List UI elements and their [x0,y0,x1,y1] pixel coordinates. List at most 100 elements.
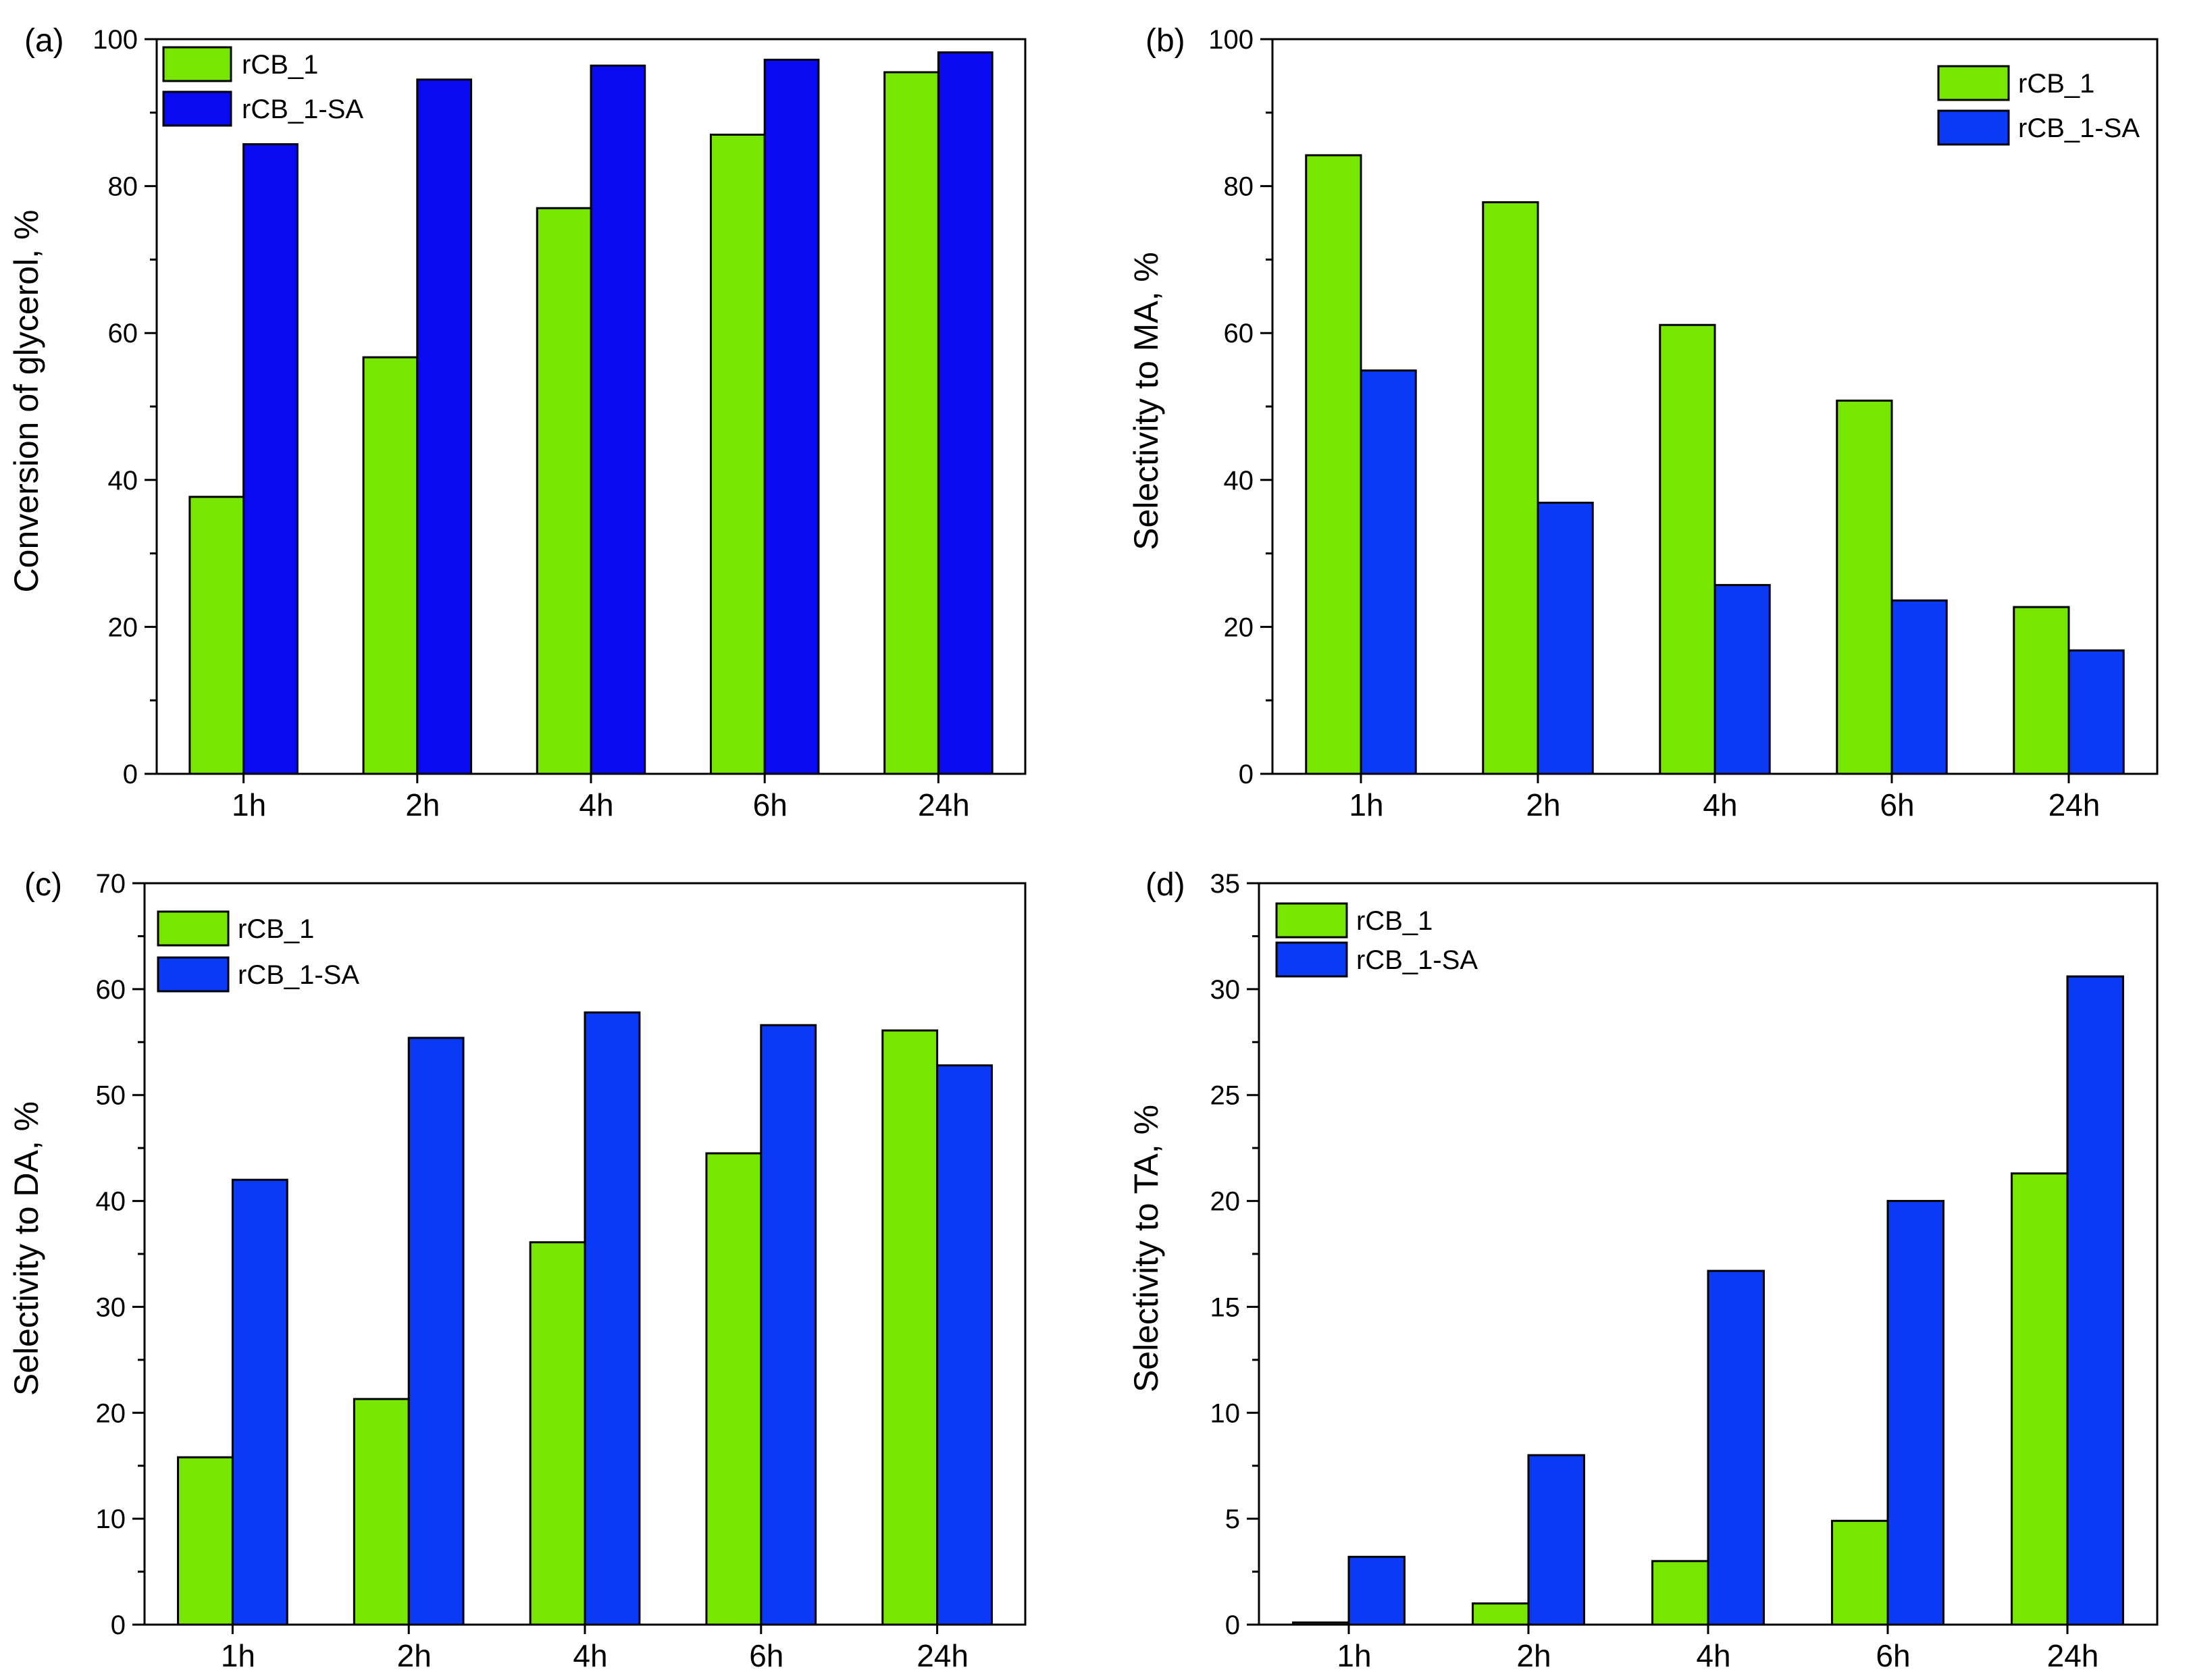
bar-rcb-1-1h [177,1456,234,1626]
legend-swatch [157,910,230,947]
y-tick-label: 20 [1224,612,1254,642]
bar-rcb-1-24h [883,71,939,775]
bar-rcb-1-1h [1305,154,1362,775]
plot-frame [155,38,1027,775]
bar-rcb-1-sa-4h [1713,583,1771,775]
bar-rcb-1-sa-1h [231,1178,288,1626]
legend-swatch [162,46,232,82]
x-category-label: 2h [1526,787,1560,822]
plot-frame [1258,882,2159,1626]
panel-label: (b) [1145,23,1185,59]
y-tick-label: 35 [1210,869,1241,899]
panel-label: (c) [24,867,62,903]
legend-label: rCB_1-SA [238,960,359,990]
y-tick-label: 80 [1224,172,1254,202]
y-tick-label: 0 [1239,760,1254,789]
legend-swatch [1937,109,2010,146]
y-tick-label: 40 [1224,466,1254,496]
bar-rcb-1-24h [2011,1172,2069,1626]
y-tick-label: 60 [108,319,138,348]
x-category-label: 4h [1696,1638,1730,1673]
plot-frame [143,882,1027,1626]
y-axis-title: Conversion of glycerol, % [7,210,45,593]
y-tick-label: 0 [111,1610,126,1640]
panel-label: (d) [1145,867,1185,903]
x-category-label: 2h [1516,1638,1551,1673]
y-tick-label: 20 [108,612,138,642]
bar-rcb-1-sa-1h [1360,369,1417,775]
bar-rcb-1-2h [1482,201,1539,775]
panel-label: (a) [24,23,64,59]
y-tick-label: 20 [1210,1187,1241,1217]
bar-rcb-1-2h [362,356,419,775]
y-tick-label: 50 [96,1081,126,1111]
x-category-label: 2h [405,787,440,822]
x-category-label: 24h [2047,1638,2099,1673]
legend-swatch [157,956,230,993]
y-tick-label: 60 [96,975,126,1005]
bar-rcb-1-sa-1h [242,143,299,775]
y-tick-label: 40 [108,466,138,496]
x-category-label: 1h [232,787,266,822]
bar-rcb-1-4h [1651,1560,1709,1626]
y-axis-title: Selectivity to MA, % [1127,252,1165,550]
legend-label: rCB_1 [2018,69,2094,99]
bar-rcb-1-sa-6h [1886,1200,1944,1626]
x-category-label: 1h [1349,787,1383,822]
y-tick-label: 10 [96,1504,126,1534]
bar-rcb-1-sa-6h [760,1024,817,1626]
chart-panel-d: 0 5 10 15 20 25 30 35 1h 2h 4h 6h 24h (d) Selectivity … [1127,867,2159,1673]
chart-panel-c: 0 10 20 30 40 50 60 70 1h 2h 4h 6h 24h (c) Selectivity… [7,867,1027,1673]
legend-label: rCB_1-SA [2018,113,2140,143]
y-tick-label: 15 [1210,1292,1241,1322]
bar-rcb-1-sa-2h [407,1036,465,1626]
legend-swatch [1275,902,1348,939]
bar-rcb-1-4h [536,207,592,775]
plot-frame [1271,38,2159,775]
y-tick-label: 0 [123,760,138,789]
legend-label: rCB_1-SA [1356,945,1478,975]
bar-rcb-1-6h [1831,1519,1889,1626]
bar-rcb-1-sa-2h [416,78,473,775]
legend-label: rCB_1 [238,914,314,944]
bar-rcb-1-4h [1659,323,1716,775]
legend-swatch [1937,65,2010,101]
bar-rcb-1-sa-4h [1707,1269,1765,1626]
legend-label: rCB_1 [1356,906,1433,936]
legend-swatch [1275,941,1348,978]
x-category-label: 6h [1880,787,1914,822]
legend-label: rCB_1 [242,50,318,80]
bar-rcb-1-sa-1h [1347,1556,1406,1626]
bar-rcb-1-sa-6h [1890,599,1948,775]
bar-rcb-1-sa-24h [937,51,994,775]
bar-rcb-1-4h [529,1241,586,1626]
y-tick-label: 60 [1224,319,1254,348]
x-category-label: 24h [918,787,970,822]
bar-rcb-1-6h [709,133,766,775]
bar-rcb-1-sa-24h [2066,975,2124,1626]
bar-rcb-1-sa-4h [584,1011,641,1626]
y-tick-label: 70 [96,869,126,899]
legend-label: rCB_1-SA [242,95,363,124]
bar-rcb-1-sa-24h [2067,649,2125,775]
bar-rcb-1-2h [353,1398,410,1626]
x-category-label: 4h [1703,787,1737,822]
x-category-label: 4h [573,1638,607,1673]
bar-rcb-1-6h [705,1152,763,1626]
bar-rcb-1-1h [188,496,245,775]
x-category-label: 2h [397,1638,432,1673]
x-category-label: 24h [2048,787,2100,822]
x-category-label: 4h [579,787,613,822]
x-category-label: 24h [917,1638,969,1673]
x-category-label: 6h [749,1638,783,1673]
bar-rcb-1-6h [1836,399,1893,775]
y-tick-label: 25 [1210,1081,1241,1111]
y-tick-label: 40 [96,1187,126,1217]
x-category-label: 1h [1337,1638,1371,1673]
chart-panel-b: 0 20 40 60 80 100 1h 2h 4h 6h 24h (b) Selectivity to… [1127,23,2159,822]
x-category-label: 6h [753,787,788,822]
x-category-label: 6h [1876,1638,1910,1673]
bar-rcb-1-sa-4h [590,64,646,775]
y-tick-label: 30 [1210,975,1241,1005]
bar-rcb-1-2h [1472,1602,1530,1626]
